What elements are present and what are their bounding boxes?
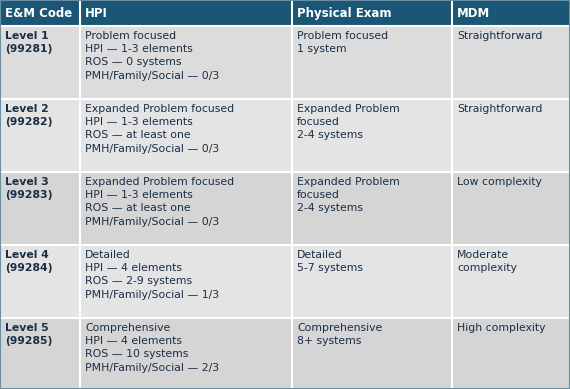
Bar (80, 172, 292, 245)
Text: Detailed
5-7 systems: Detailed 5-7 systems (297, 250, 363, 273)
Text: Level 5
(99285): Level 5 (99285) (5, 323, 52, 346)
Bar (80, 99, 292, 172)
Bar (0, 99, 80, 172)
Bar (0, 26, 80, 99)
Bar (452, 99, 570, 172)
Text: Expanded Problem focused
HPI — 1-3 elements
ROS — at least one
PMH/Family/Social: Expanded Problem focused HPI — 1-3 eleme… (85, 177, 234, 227)
Text: Low complexity: Low complexity (457, 177, 542, 187)
Text: Level 4
(99284): Level 4 (99284) (5, 250, 52, 273)
Text: Comprehensive
HPI — 4 elements
ROS — 10 systems
PMH/Family/Social — 2/3: Comprehensive HPI — 4 elements ROS — 10 … (85, 323, 219, 373)
Bar (452, 0, 570, 26)
Bar (80, 318, 292, 389)
Text: High complexity: High complexity (457, 323, 545, 333)
Bar (292, 99, 452, 172)
Text: Level 2
(99282): Level 2 (99282) (5, 104, 52, 127)
Bar (292, 245, 452, 318)
Text: Physical Exam: Physical Exam (297, 7, 392, 19)
Text: Level 3
(99283): Level 3 (99283) (5, 177, 52, 200)
Bar (0, 245, 80, 318)
Text: MDM: MDM (457, 7, 490, 19)
Text: Problem focused
HPI — 1-3 elements
ROS — 0 systems
PMH/Family/Social — 0/3: Problem focused HPI — 1-3 elements ROS —… (85, 31, 219, 81)
Text: Level 1
(99281): Level 1 (99281) (5, 31, 52, 54)
Bar (80, 245, 292, 318)
Text: Expanded Problem focused
HPI — 1-3 elements
ROS — at least one
PMH/Family/Social: Expanded Problem focused HPI — 1-3 eleme… (85, 104, 234, 154)
Text: Straightforward: Straightforward (457, 31, 543, 41)
Text: Expanded Problem
focused
2-4 systems: Expanded Problem focused 2-4 systems (297, 177, 400, 214)
Text: Detailed
HPI — 4 elements
ROS — 2-9 systems
PMH/Family/Social — 1/3: Detailed HPI — 4 elements ROS — 2-9 syst… (85, 250, 219, 300)
Bar (0, 0, 80, 26)
Text: Problem focused
1 system: Problem focused 1 system (297, 31, 388, 54)
Bar (80, 0, 292, 26)
Bar (292, 172, 452, 245)
Text: Expanded Problem
focused
2-4 systems: Expanded Problem focused 2-4 systems (297, 104, 400, 140)
Bar (0, 172, 80, 245)
Bar (292, 318, 452, 389)
Bar (80, 26, 292, 99)
Bar (0, 318, 80, 389)
Bar (452, 245, 570, 318)
Bar (452, 26, 570, 99)
Bar (452, 318, 570, 389)
Bar (452, 172, 570, 245)
Text: HPI: HPI (85, 7, 108, 19)
Text: Comprehensive
8+ systems: Comprehensive 8+ systems (297, 323, 382, 346)
Text: Straightforward: Straightforward (457, 104, 543, 114)
Bar (292, 26, 452, 99)
Text: E&M Code: E&M Code (5, 7, 72, 19)
Text: Moderate
complexity: Moderate complexity (457, 250, 517, 273)
Bar (292, 0, 452, 26)
